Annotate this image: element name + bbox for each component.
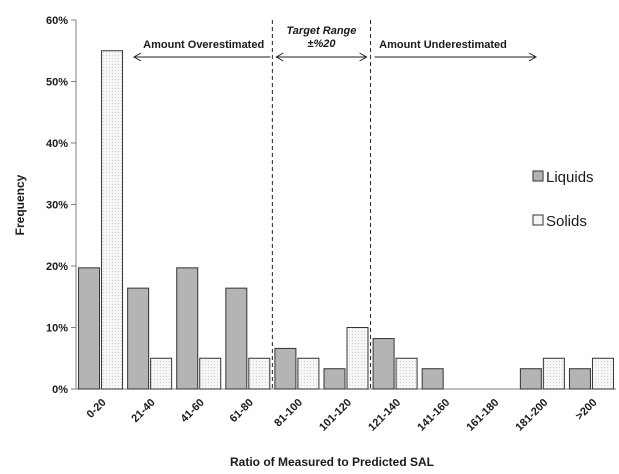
bar-solids-5 (297, 357, 320, 390)
x-tick-label: 0-20 (85, 397, 109, 421)
underestimated-label: Amount Underestimated (379, 39, 507, 51)
y-tick-label: 60% (46, 15, 68, 27)
bar-liquids-2 (127, 287, 150, 390)
x-tick-label: 101-120 (317, 397, 354, 434)
axes (75, 20, 616, 390)
y-tick-label: 10% (46, 323, 68, 335)
underestimated-arrow (374, 52, 538, 62)
overestimated-label: Amount Overestimated (143, 39, 264, 51)
y-tick-label: 50% (46, 77, 68, 89)
legend-label-solids: Solids (546, 213, 587, 230)
bar-liquids-1 (78, 267, 101, 390)
y-tick-label: 40% (46, 138, 68, 150)
bar-liquids-6 (323, 368, 346, 390)
y-tick-label: 30% (46, 200, 68, 212)
bar-solids-6 (346, 327, 369, 390)
y-tick-label: 0% (52, 384, 68, 396)
bar-solids-10 (542, 357, 565, 390)
bar-solids-2 (150, 357, 173, 390)
target-range-label: Target Range (287, 25, 357, 37)
y-axis-title: Frequency (13, 174, 27, 235)
bar-solids-3 (199, 357, 222, 390)
y-tick-label: 20% (46, 261, 68, 273)
legend: Liquids Solids (532, 169, 594, 230)
bar-liquids-8 (421, 368, 444, 390)
x-tick-label: 121-140 (366, 397, 403, 434)
y-tick-labels: 0% 10% 20% 30% 40% 50% 60% (46, 15, 76, 396)
bars (78, 50, 614, 390)
legend-swatch-solids (532, 214, 544, 226)
bar-liquids-4 (225, 287, 248, 390)
bar-liquids-7 (372, 338, 395, 390)
x-tick-label: 161-180 (464, 397, 501, 434)
overestimated-arrow (132, 52, 271, 62)
bar-solids-7 (395, 357, 418, 390)
x-tick-label: >200 (574, 397, 600, 423)
bar-solids-1 (101, 50, 124, 390)
legend-swatch-liquids (532, 170, 544, 182)
x-tick-labels: 0-20 21-40 41-60 61-80 81-100 101-120 121-140 1… (85, 397, 600, 434)
x-axis-title: Ratio of Measured to Predicted SAL (230, 455, 434, 469)
bar-liquids-10 (519, 368, 542, 390)
annotations: Amount Overestimated Target Range ±%20 A… (132, 25, 538, 62)
x-tick-label: 181-200 (513, 397, 550, 434)
bar-solids-4 (248, 357, 271, 390)
x-tick-label: 81-100 (272, 397, 305, 430)
x-tick-label: 21-40 (129, 397, 157, 425)
bar-solids-11 (591, 357, 614, 390)
annotation-arrows (132, 52, 538, 62)
legend-label-liquids: Liquids (546, 169, 594, 186)
bar-liquids-11 (568, 368, 591, 390)
x-tick-label: 41-60 (178, 397, 206, 425)
x-tick-label: 141-160 (415, 397, 452, 434)
range-dividers (271, 20, 372, 389)
target-range-arrow (275, 52, 368, 62)
x-tick-label: 61-80 (228, 397, 256, 425)
target-range-tolerance: ±%20 (307, 38, 336, 50)
bar-liquids-3 (176, 267, 199, 390)
bar-liquids-5 (274, 347, 297, 390)
